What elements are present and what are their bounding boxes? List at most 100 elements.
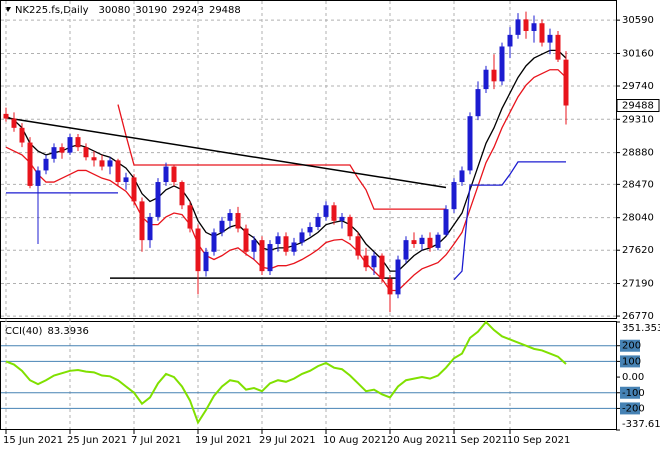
candle-body xyxy=(491,69,497,82)
candle-body xyxy=(155,182,161,217)
candle-body xyxy=(259,240,265,272)
candle-body xyxy=(107,160,113,167)
candle-body xyxy=(139,201,145,241)
y-tick-label: 28880 xyxy=(622,148,654,159)
candle-body xyxy=(51,147,57,159)
candle-body xyxy=(227,213,233,221)
candle-body xyxy=(179,182,185,206)
candle-body xyxy=(27,142,33,186)
candle-body xyxy=(387,278,393,295)
candle-body xyxy=(99,160,105,167)
price-label: 29488 xyxy=(622,101,654,112)
x-tick-label: 1 Sep 2021 xyxy=(451,435,508,446)
trend-line xyxy=(5,117,447,189)
overlay-line xyxy=(5,69,567,292)
y-tick-label: 27190 xyxy=(622,279,654,290)
candle-body xyxy=(163,166,169,183)
x-tick-label: 25 Jun 2021 xyxy=(67,435,127,446)
cci-current: 83.3936 xyxy=(47,326,88,337)
candle-body xyxy=(91,157,97,161)
y-tick-label: 27620 xyxy=(622,245,654,256)
level-box xyxy=(620,339,640,352)
header-close: 29488 xyxy=(209,5,241,16)
x-tick-label: 29 Jul 2021 xyxy=(259,435,316,446)
candle-body xyxy=(523,19,529,31)
candle-body xyxy=(403,240,409,260)
candle-body xyxy=(515,19,521,35)
y-tick-label: 351.3536 xyxy=(622,323,660,334)
cci-panel xyxy=(0,321,617,430)
level-box xyxy=(620,386,640,399)
candle-body xyxy=(115,160,121,183)
candle-body xyxy=(219,220,225,233)
level-box xyxy=(620,355,640,368)
x-tick-label: 10 Aug 2021 xyxy=(323,435,387,446)
candle-body xyxy=(395,259,401,295)
candle-body xyxy=(499,46,505,82)
y-tick-label: 100 xyxy=(622,356,641,367)
header-open: 30080 xyxy=(99,5,131,16)
candle-body xyxy=(299,232,305,243)
candle-body xyxy=(475,89,481,117)
candle-body xyxy=(467,116,473,171)
candle-body xyxy=(435,234,441,248)
candle-body xyxy=(539,23,545,43)
candle-body xyxy=(355,236,361,256)
overlay-line xyxy=(117,104,446,210)
candle-body xyxy=(347,216,353,237)
y-tick-label: 28470 xyxy=(622,179,654,190)
candle-body xyxy=(123,177,129,183)
y-tick-label: 26770 xyxy=(622,311,654,322)
candle-body xyxy=(555,34,561,60)
y-tick-label: 200 xyxy=(622,341,641,352)
y-tick-label: 29740 xyxy=(622,81,654,92)
candle-body xyxy=(75,137,81,148)
candle-body xyxy=(235,213,241,229)
y-tick-label: 28040 xyxy=(622,213,654,224)
candle-body xyxy=(331,205,337,221)
candle-body xyxy=(211,232,217,252)
candle-body xyxy=(251,240,257,252)
y-tick-label: 0.00 xyxy=(622,372,644,383)
candle-body xyxy=(451,182,457,210)
candle-body xyxy=(531,23,537,31)
candle-body xyxy=(203,251,209,272)
x-tick-label: 15 Jun 2021 xyxy=(3,435,63,446)
candle-body xyxy=(83,147,89,158)
x-tick-label: 7 Jul 2021 xyxy=(131,435,181,446)
candle-body xyxy=(291,242,297,252)
candle-body xyxy=(563,59,569,106)
candle-body xyxy=(547,34,553,43)
y-tick-label: 30160 xyxy=(622,48,654,59)
candle-body xyxy=(35,170,41,186)
candle-body xyxy=(43,158,49,171)
y-tick-label: -337.6183 xyxy=(622,419,660,430)
overlay-line xyxy=(453,161,566,281)
x-tick-label: 19 Jul 2021 xyxy=(195,435,252,446)
y-tick-label: 29310 xyxy=(622,114,654,125)
candle-body xyxy=(315,216,321,227)
candle-body xyxy=(339,216,345,221)
price-box xyxy=(616,99,660,113)
candle-body xyxy=(283,236,289,252)
level-box xyxy=(620,402,640,415)
candle-body xyxy=(307,226,313,233)
candle-body xyxy=(187,205,193,229)
candle-body xyxy=(379,255,385,279)
candle-body xyxy=(171,166,177,183)
y-tick-label: -200 xyxy=(622,403,645,414)
y-tick-label: 30590 xyxy=(622,15,654,26)
candle-body xyxy=(363,255,369,268)
candle-body xyxy=(483,69,489,90)
cci-title: CCI(40) xyxy=(5,326,43,337)
candle-body xyxy=(371,255,377,268)
candle-body xyxy=(419,237,425,245)
cci-line xyxy=(5,320,567,425)
x-tick-label: 20 Aug 2021 xyxy=(387,435,451,446)
candle-body xyxy=(411,240,417,245)
x-tick-label: 10 Sep 2021 xyxy=(507,435,570,446)
candle-body xyxy=(507,34,513,47)
main-panel xyxy=(0,0,617,319)
candle-body xyxy=(67,137,73,153)
